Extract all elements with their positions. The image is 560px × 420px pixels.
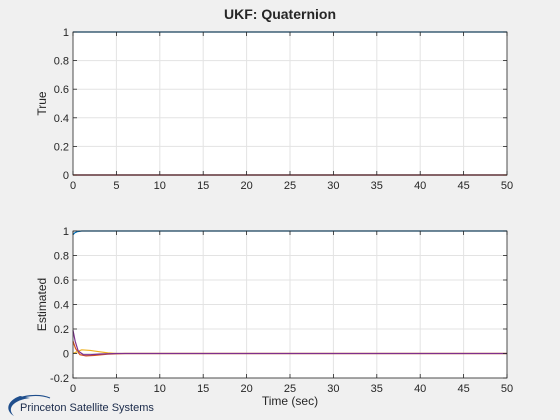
y-tick-label: -0.2	[50, 373, 69, 385]
y-axis-label: True	[35, 91, 49, 116]
y-tick-label: 0.8	[54, 56, 69, 68]
x-tick-label: 20	[240, 383, 252, 395]
x-tick-label: 35	[371, 180, 383, 192]
x-tick-label: 0	[70, 383, 76, 395]
y-tick-label: 1	[63, 27, 69, 39]
y-axis-label: Estimated	[35, 278, 49, 331]
logo-arc-icon	[9, 394, 51, 405]
x-tick-label: 10	[154, 383, 166, 395]
y-tick-label: 0.2	[54, 324, 69, 336]
y-tick-label: 0.6	[54, 84, 69, 96]
x-tick-label: 15	[197, 180, 209, 192]
y-tick-label: 1	[63, 226, 69, 238]
top-axes-true: 0 5 10 15 20 25 30 35 40 45 50 0 0.2 0.4 0.6 0.8 1 True	[35, 27, 513, 192]
y-tick-label: 0	[63, 349, 69, 361]
figure-title: UKF: Quaternion	[224, 6, 336, 22]
x-tick-label: 40	[414, 383, 426, 395]
x-tick-label: 30	[327, 383, 339, 395]
logo-text: Princeton Satellite Systems	[20, 402, 154, 414]
series-line-4	[72, 330, 507, 356]
x-tick-label: 0	[70, 180, 76, 192]
x-tick-label: 45	[457, 383, 469, 395]
x-tick-label: 25	[284, 180, 296, 192]
x-tick-label: 20	[240, 180, 252, 192]
x-tick-label: 5	[113, 383, 119, 395]
x-tick-label: 45	[457, 180, 469, 192]
y-tick-label: 0.4	[54, 300, 69, 312]
x-tick-label: 35	[371, 383, 383, 395]
x-tick-label: 25	[284, 383, 296, 395]
y-tick-label: 0.8	[54, 251, 69, 263]
x-tick-label: 50	[501, 383, 513, 395]
y-tick-label: 0.4	[54, 113, 69, 125]
y-tick-label: 0.6	[54, 275, 69, 287]
x-tick-label: 15	[197, 383, 209, 395]
y-tick-label: 0.2	[54, 141, 69, 153]
x-tick-label: 40	[414, 180, 426, 192]
x-axis-label: Time (sec)	[262, 394, 318, 408]
x-tick-label: 5	[113, 180, 119, 192]
x-tick-label: 30	[327, 180, 339, 192]
pss-logo: Princeton Satellite Systems	[8, 394, 154, 416]
x-tick-label: 10	[154, 180, 166, 192]
bottom-axes-estimated: 0 5 10 15 20 25 30 35 40 45 50-0.200.20.40.60.81Es…	[35, 226, 513, 408]
y-tick-label: 0	[63, 170, 69, 182]
x-tick-label: 50	[501, 180, 513, 192]
